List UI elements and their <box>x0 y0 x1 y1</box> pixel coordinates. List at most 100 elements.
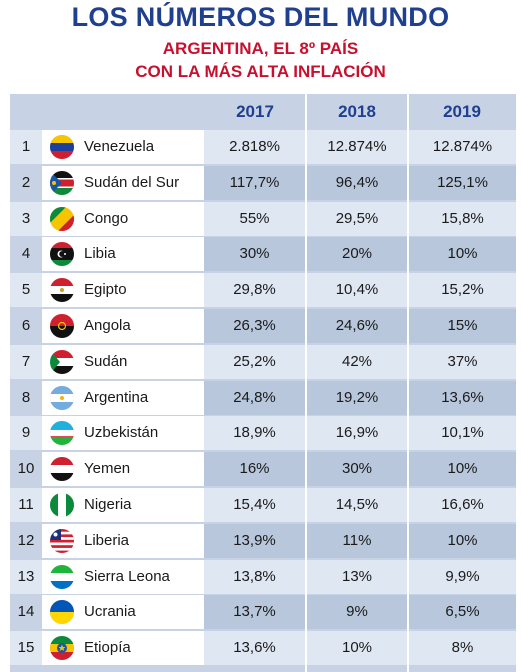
value-2017: 13,7% <box>204 595 305 630</box>
header-year-2019: 2019 <box>443 102 481 121</box>
argentina-flag-icon <box>50 385 74 410</box>
value-2017: 13,8% <box>204 559 305 594</box>
value-2017: 117,7% <box>204 165 305 200</box>
value-2019: 10% <box>409 237 516 272</box>
row-rank: 13 <box>17 567 35 585</box>
country-name: Uzbekistán <box>84 424 159 442</box>
value-2017: 16% <box>204 452 305 487</box>
value-2017: 25,2% <box>204 344 305 379</box>
country-cell: Sierra Leona <box>42 559 204 594</box>
table-row: 1 Venezuela 2.818% 12.874% 12.874% <box>10 130 516 164</box>
row-rank: 9 <box>21 424 31 442</box>
row-rank: 5 <box>21 281 31 299</box>
value-2018: 14,5% <box>307 488 407 522</box>
value-2018: 19,2% <box>307 380 407 415</box>
row-rank: 14 <box>17 603 35 621</box>
liberia-flag-icon <box>50 528 74 553</box>
value-2018: 10,4% <box>307 273 407 308</box>
venezuela-flag-icon <box>50 135 74 159</box>
sudan-flag-icon <box>50 349 74 374</box>
value-2019: 10% <box>409 452 516 487</box>
value-2018: 16,9% <box>307 416 407 451</box>
country-name: Sudán <box>84 352 128 370</box>
value-2017: 30% <box>204 237 305 272</box>
header-year-2018: 2018 <box>338 102 376 121</box>
country-cell: Etiopía <box>42 631 204 666</box>
table-row: 15 Etiopía 13,6% 10% 8% <box>10 631 516 666</box>
country-name: Congo <box>84 209 129 227</box>
yemen-flag-icon <box>50 457 74 482</box>
row-rank: 1 <box>21 138 31 155</box>
egypt-flag-icon <box>50 278 74 303</box>
table-row: 12 Liberia 13,9% 11% 10% <box>10 523 516 558</box>
table-row: 2 Sudán del Sur 117,7% 96,4% 125,1% <box>10 165 516 200</box>
nigeria-flag-icon <box>50 493 74 517</box>
country-cell: Ucrania <box>42 595 204 630</box>
value-2019: 8% <box>409 631 516 666</box>
country-name: Venezuela <box>84 138 155 155</box>
row-rank: 11 <box>18 496 34 513</box>
table-row: 3 Congo 55% 29,5% 15,8% <box>10 201 516 236</box>
table-row: 9 Uzbekistán 18,9% 16,9% 10,1% <box>10 416 516 451</box>
angola-flag-icon <box>50 314 74 338</box>
value-2018: 24,6% <box>307 309 407 343</box>
value-2019: 10% <box>409 523 516 558</box>
country-name: Yemen <box>84 460 131 478</box>
table-row: 10 Yemen 16% 30% 10% <box>10 452 516 487</box>
country-cell: Liberia <box>42 523 204 558</box>
table-row: 4 Libia 30% 20% 10% <box>10 237 516 272</box>
header-year-2017: 2017 <box>236 102 274 121</box>
table-row: 13 Sierra Leona 13,8% 13% 9,9% <box>10 559 516 594</box>
value-2019: 13,6% <box>409 380 516 415</box>
value-2017: 29,8% <box>204 273 305 308</box>
value-2018: 11% <box>307 523 407 558</box>
subtitle-line-1: ARGENTINA, EL 8º PAÍS <box>162 39 359 58</box>
congo-flag-icon <box>50 206 74 231</box>
value-2017: 55% <box>204 201 305 236</box>
value-2017: 24,8% <box>204 380 305 415</box>
uzbekistan-flag-icon <box>50 421 74 446</box>
page-title: LOS NÚMEROS DEL MUNDO <box>71 2 450 32</box>
country-name: Sierra Leona <box>84 567 170 585</box>
value-2017: 13,9% <box>204 523 305 558</box>
row-rank: 7 <box>21 352 31 370</box>
value-2017: 13,6% <box>204 631 305 666</box>
country-name: Liberia <box>84 531 130 549</box>
value-2019: 15% <box>409 309 516 343</box>
ethiopia-flag-icon <box>50 636 74 661</box>
value-2019: 16,6% <box>409 488 516 522</box>
value-2019: 6,5% <box>409 595 516 630</box>
value-2019: 15,8% <box>409 201 516 236</box>
value-2018: 42% <box>307 344 407 379</box>
table-row: 14 Ucrania 13,7% 9% 6,5% <box>10 595 516 630</box>
value-2018: 10% <box>307 631 407 666</box>
inflation-table: 2017 2018 2019 1 Venezuela 2.818% 12.874% 12… <box>10 94 516 672</box>
value-2017: 2.818% <box>204 130 305 164</box>
row-rank: 3 <box>21 209 31 227</box>
row-rank: 2 <box>21 173 31 191</box>
value-2018: 12.874% <box>307 130 407 164</box>
libya-flag-icon <box>50 242 74 267</box>
country-cell: Nigeria <box>42 488 204 522</box>
value-2017: 26,3% <box>204 309 305 343</box>
row-rank: 10 <box>17 460 35 478</box>
country-name: Egipto <box>84 281 127 299</box>
country-name: Sudán del Sur <box>84 173 180 191</box>
table-row: 6 Angola 26,3% 24,6% 15% <box>10 309 516 343</box>
value-2018: 9% <box>307 595 407 630</box>
ukraine-flag-icon <box>50 600 74 625</box>
column-divider <box>305 94 307 672</box>
table-row: 11 Nigeria 15,4% 14,5% 16,6% <box>10 488 516 522</box>
country-cell: Libia <box>42 237 204 272</box>
country-cell: Egipto <box>42 273 204 308</box>
country-name: Nigeria <box>84 496 132 513</box>
value-2018: 30% <box>307 452 407 487</box>
country-cell: Angola <box>42 309 204 343</box>
country-name: Etiopía <box>84 639 131 657</box>
row-rank: 4 <box>21 245 31 263</box>
country-cell: Venezuela <box>42 130 204 164</box>
value-2019: 9,9% <box>409 559 516 594</box>
country-cell: Sudán del Sur <box>42 165 204 200</box>
value-2019: 15,2% <box>409 273 516 308</box>
value-2017: 15,4% <box>204 488 305 522</box>
